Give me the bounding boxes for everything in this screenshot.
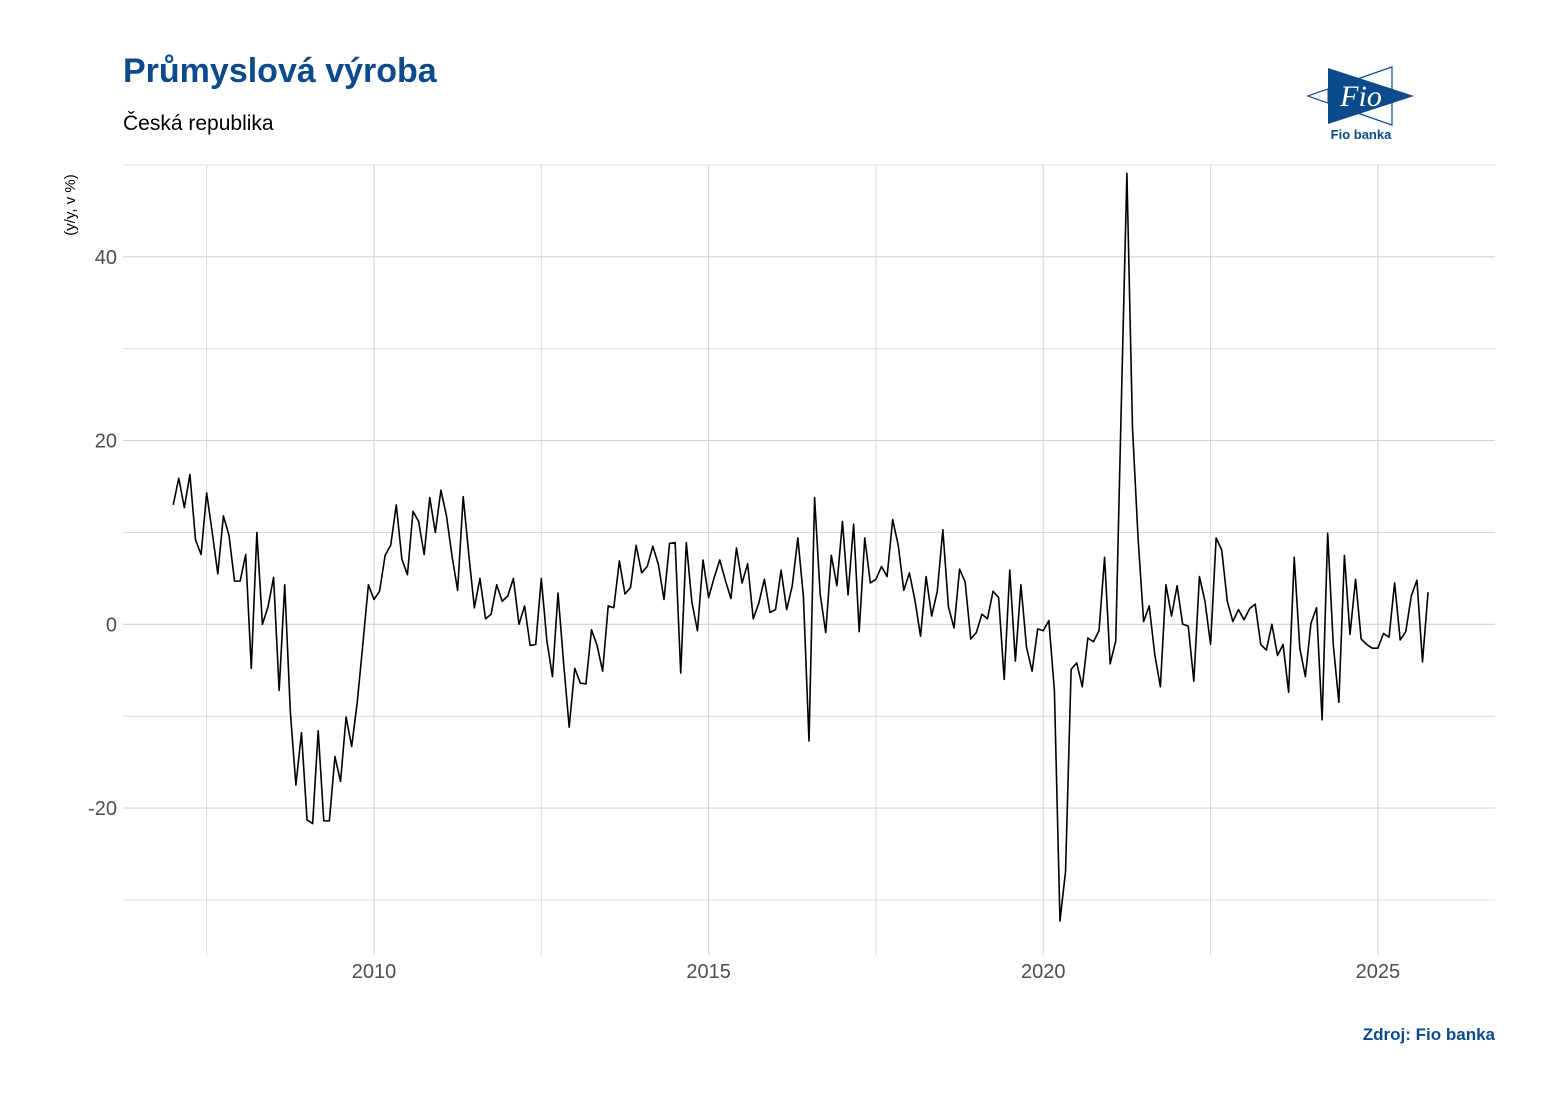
fio-logo: Fio Fio banka bbox=[1302, 64, 1422, 148]
fio-logo-mark-text: Fio bbox=[1339, 80, 1382, 113]
x-axis-ticks: 2010 2015 2020 2025 bbox=[352, 961, 1400, 983]
fio-logo-caption: Fio banka bbox=[1330, 127, 1392, 142]
fio-logo-mark-icon: Fio bbox=[1306, 66, 1414, 126]
y-axis-ticks: -20 0 20 40 bbox=[88, 247, 117, 820]
chart-subtitle: Česká republika bbox=[123, 112, 274, 135]
x-tick-label: 2015 bbox=[686, 961, 731, 983]
y-tick-label: -20 bbox=[88, 798, 117, 820]
x-tick-label: 2025 bbox=[1356, 961, 1401, 983]
y-tick-label: 0 bbox=[106, 614, 117, 636]
y-tick-label: 20 bbox=[95, 431, 117, 453]
series-line bbox=[172, 172, 1429, 922]
x-tick-label: 2010 bbox=[352, 961, 397, 983]
chart-title: Průmyslová výroba bbox=[123, 52, 437, 90]
series-layer bbox=[172, 172, 1429, 922]
source-note: Zdroj: Fio banka bbox=[1362, 1025, 1495, 1044]
y-axis-label: (y/y, v %) bbox=[62, 174, 79, 235]
grid-lines bbox=[123, 164, 1495, 955]
x-tick-label: 2020 bbox=[1021, 961, 1066, 983]
y-tick-label: 40 bbox=[95, 247, 117, 269]
